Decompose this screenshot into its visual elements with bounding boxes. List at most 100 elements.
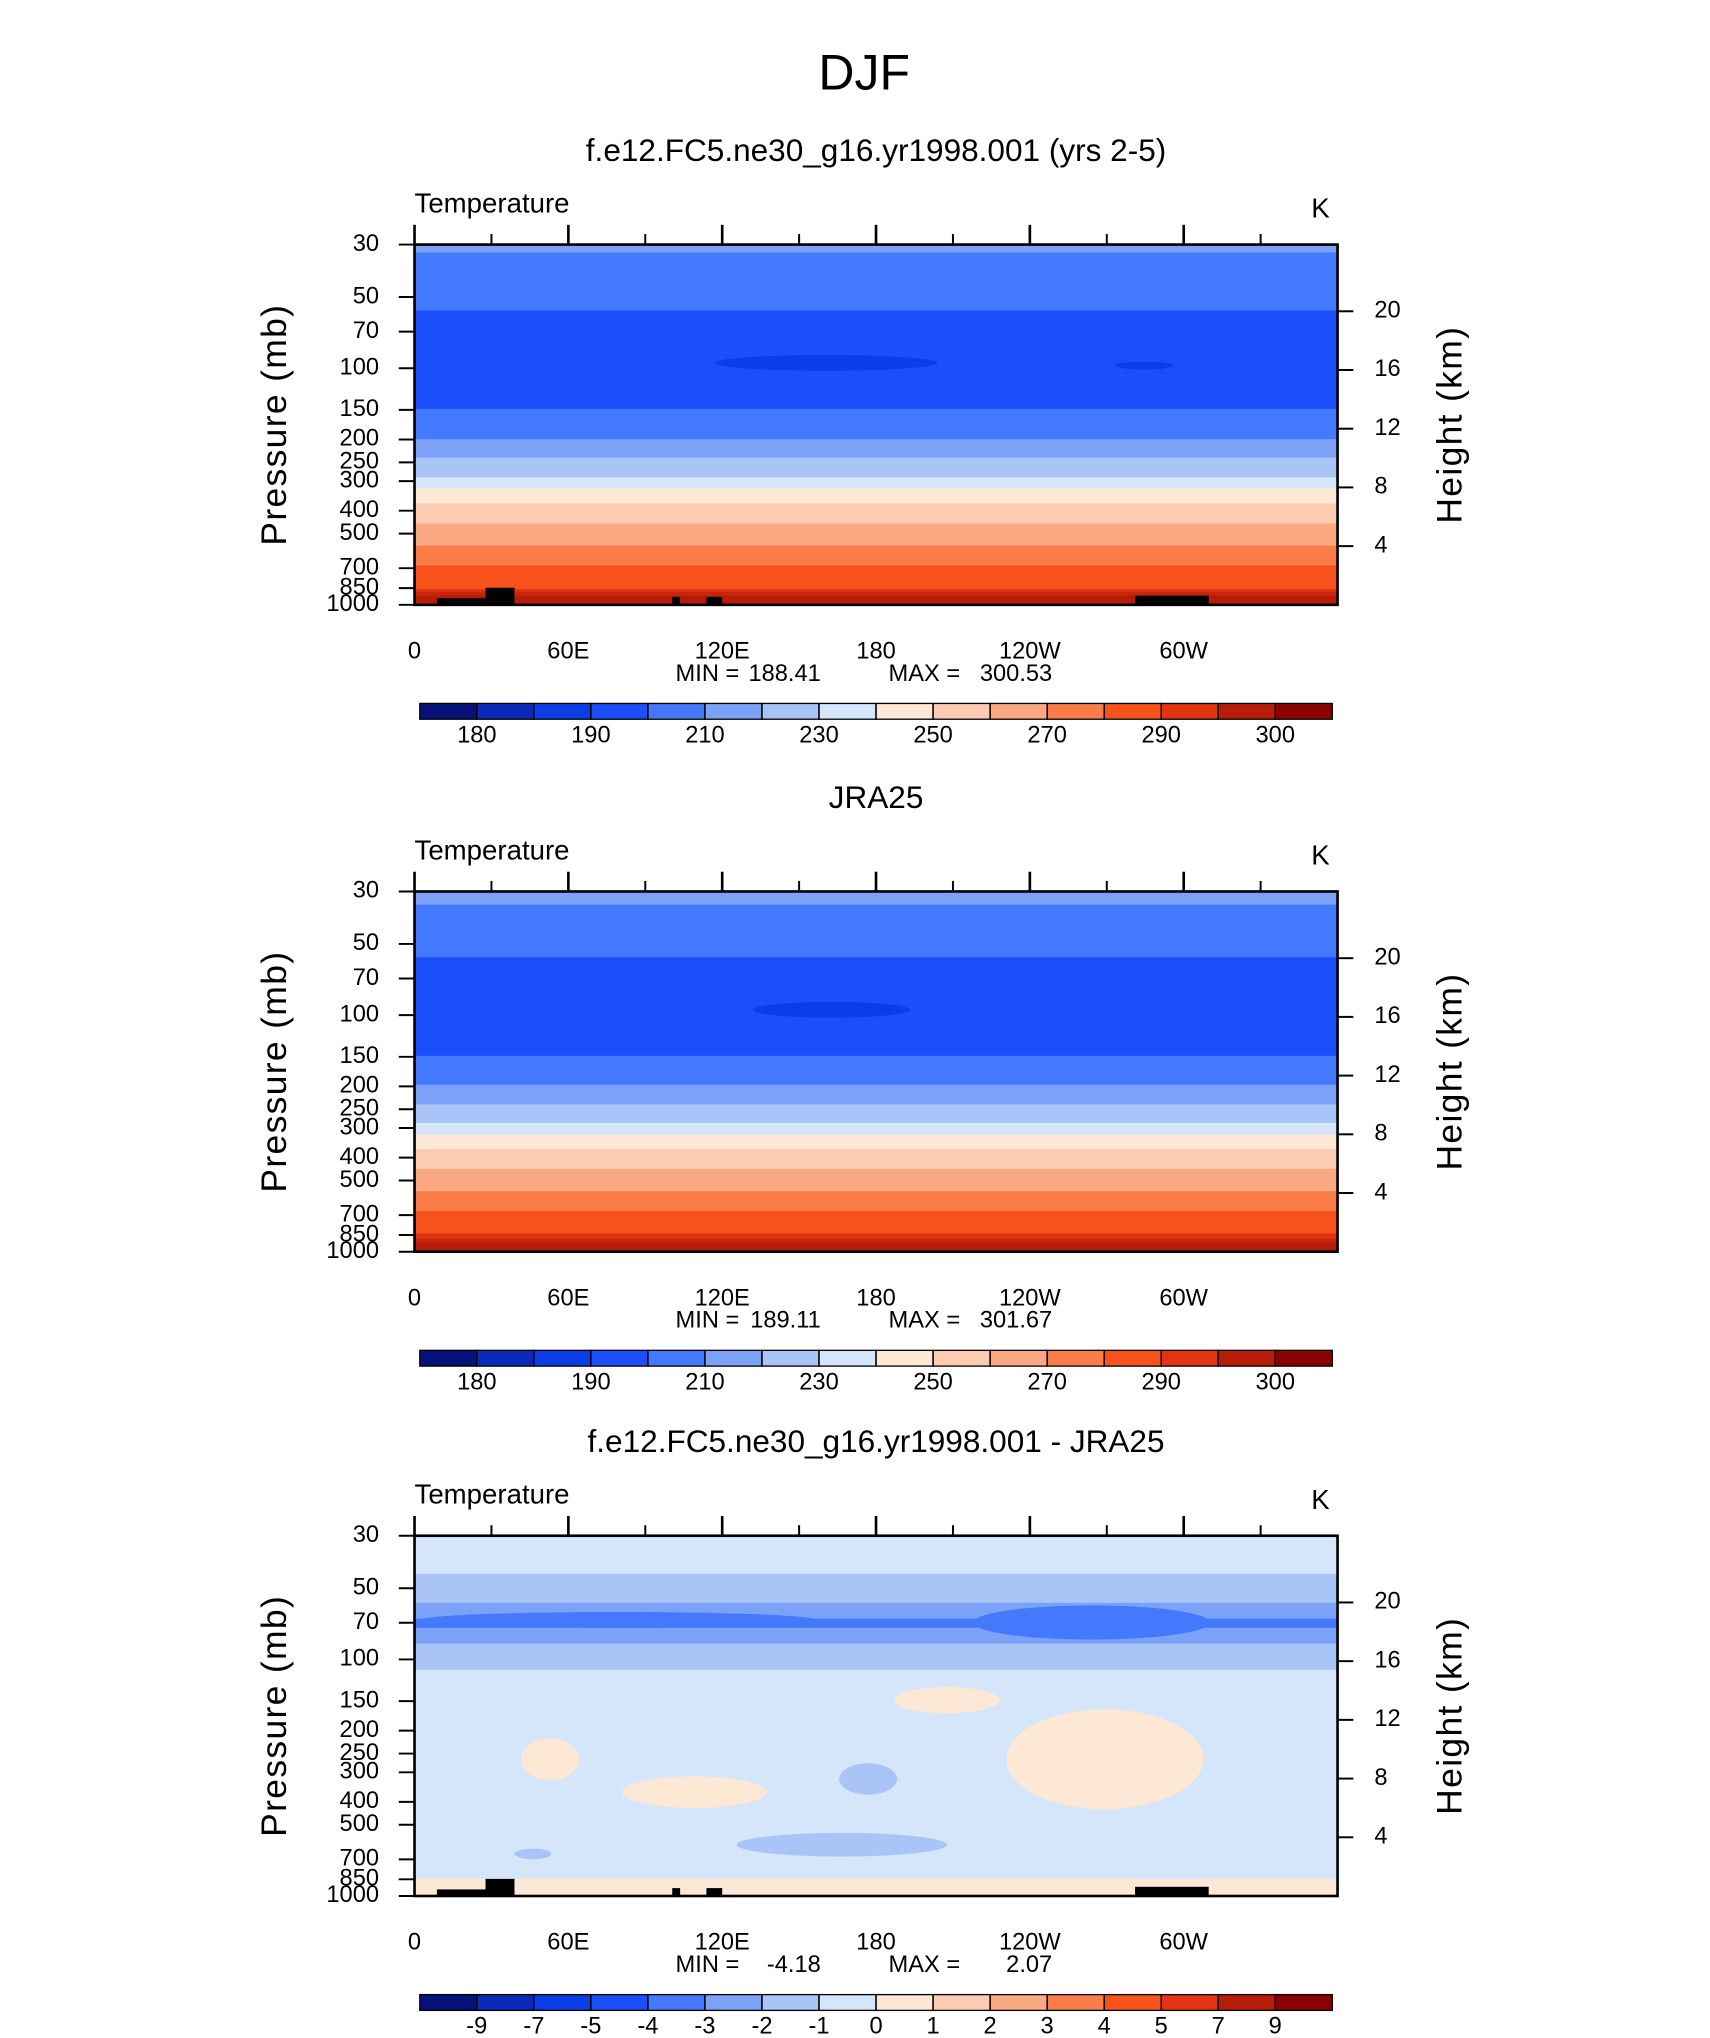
colorbar-box bbox=[1217, 702, 1276, 720]
y-tick-label: 850 bbox=[340, 1221, 379, 1247]
y2-tick-label: 16 bbox=[1374, 1647, 1400, 1673]
y2-tick-label: 20 bbox=[1374, 1589, 1400, 1615]
colorbar-box bbox=[647, 1349, 706, 1367]
x-tick-label: 180 bbox=[856, 638, 895, 664]
colorbar-box bbox=[1046, 702, 1105, 720]
x-tick-label: 60W bbox=[1159, 1285, 1208, 1311]
contour-band bbox=[414, 439, 1338, 459]
x-tick-label: 120W bbox=[999, 1930, 1061, 1956]
colorbar-box bbox=[875, 702, 934, 720]
colorbar-box bbox=[1160, 1993, 1219, 2012]
colorbar-box bbox=[704, 1993, 763, 2012]
y2-axis-label: Height (km) bbox=[1429, 973, 1469, 1171]
panel-title: f.e12.FC5.ne30_g16.yr1998.001 (yrs 2-5) bbox=[586, 132, 1166, 168]
max-label: MAX = bbox=[889, 661, 961, 687]
colorbar-box bbox=[875, 1349, 934, 1367]
y-tick-label: 30 bbox=[353, 1522, 379, 1548]
colorbar-label: 0 bbox=[869, 2014, 882, 2038]
colorbar-box bbox=[818, 1349, 877, 1367]
colorbar-label: 300 bbox=[1256, 1369, 1295, 1395]
contour-core bbox=[421, 1611, 816, 1628]
colorbar-label: 5 bbox=[1155, 2014, 1168, 2038]
x-tick-label: 180 bbox=[856, 1285, 895, 1311]
y-tick-label: 1000 bbox=[326, 1882, 379, 1908]
x-tick-label: 120E bbox=[695, 1930, 750, 1956]
colorbar-box bbox=[647, 702, 706, 720]
colorbar-label: 4 bbox=[1098, 2014, 1111, 2038]
contour-band bbox=[414, 1210, 1338, 1235]
contour-band bbox=[414, 1055, 1338, 1086]
contour-core bbox=[752, 1001, 911, 1018]
y-axis-label: Pressure (mb) bbox=[254, 304, 294, 546]
y-tick-label: 400 bbox=[340, 497, 379, 523]
y-tick-label: 50 bbox=[353, 930, 379, 956]
y2-tick-label: 4 bbox=[1374, 1824, 1387, 1850]
colorbar-box bbox=[989, 1349, 1048, 1367]
min-value: 189.11 bbox=[750, 1308, 821, 1334]
x-tick-label: 60E bbox=[547, 638, 589, 664]
right-string: K bbox=[1311, 840, 1330, 871]
x-tick-label: 120E bbox=[695, 638, 750, 664]
contour-band bbox=[414, 904, 1338, 958]
y-tick-label: 150 bbox=[340, 1043, 379, 1069]
left-string: Temperature bbox=[415, 1479, 570, 1510]
contour-band bbox=[414, 1122, 1338, 1136]
y2-tick-label: 12 bbox=[1374, 1062, 1400, 1088]
colorbar-box bbox=[932, 702, 991, 720]
y-tick-label: 700 bbox=[340, 1201, 379, 1227]
y-tick-label: 200 bbox=[340, 1717, 379, 1743]
contour-band bbox=[414, 1084, 1338, 1106]
x-tick-label: 60E bbox=[547, 1930, 589, 1956]
colorbar-box bbox=[1217, 1993, 1276, 2012]
y2-tick-label: 20 bbox=[1374, 944, 1400, 970]
min-value: 188.41 bbox=[748, 661, 820, 687]
y-tick-label: 500 bbox=[340, 520, 379, 546]
max-label: MAX = bbox=[889, 1308, 961, 1334]
contour-band bbox=[414, 503, 1338, 525]
y-tick-label: 500 bbox=[340, 1811, 379, 1837]
contour-band bbox=[414, 1104, 1338, 1124]
contour-core bbox=[1115, 361, 1174, 370]
colorbar-box bbox=[932, 1993, 991, 2012]
y-tick-label: 100 bbox=[340, 1001, 379, 1027]
contour-band bbox=[414, 1134, 1338, 1150]
min-value: -4.18 bbox=[767, 1952, 821, 1978]
colorbar-box bbox=[989, 702, 1048, 720]
left-string: Temperature bbox=[415, 187, 570, 218]
y2-tick-label: 8 bbox=[1374, 474, 1387, 500]
colorbar-label: 290 bbox=[1141, 1369, 1180, 1395]
panel-title: JRA25 bbox=[829, 779, 924, 815]
x-tick-label: 120W bbox=[999, 638, 1061, 664]
contour-patch bbox=[736, 1832, 948, 1857]
y-tick-label: 500 bbox=[340, 1167, 379, 1193]
max-value: 301.67 bbox=[980, 1308, 1052, 1334]
x-tick-label: 0 bbox=[408, 1930, 421, 1956]
colorbar-box bbox=[932, 1349, 991, 1367]
y2-tick-label: 4 bbox=[1374, 1179, 1387, 1205]
y2-tick-label: 8 bbox=[1374, 1121, 1387, 1147]
figure-title: DJF bbox=[818, 44, 910, 100]
topography bbox=[436, 598, 490, 605]
colorbar-box bbox=[1274, 702, 1333, 720]
colorbar-box bbox=[476, 1349, 535, 1367]
y2-axis-label: Height (km) bbox=[1429, 326, 1469, 524]
right-string: K bbox=[1311, 193, 1330, 224]
topography bbox=[1135, 1886, 1209, 1896]
y-tick-label: 200 bbox=[340, 1073, 379, 1099]
min-label: MIN = bbox=[676, 661, 740, 687]
colorbar-box bbox=[761, 1993, 820, 2012]
y-axis-label: Pressure (mb) bbox=[254, 951, 294, 1193]
topography bbox=[485, 587, 515, 605]
contour-band bbox=[414, 1191, 1338, 1212]
topography bbox=[706, 596, 723, 605]
right-string: K bbox=[1311, 1484, 1330, 1515]
colorbar-label: 210 bbox=[685, 723, 724, 749]
y-tick-label: 400 bbox=[340, 1788, 379, 1814]
contour-band bbox=[414, 1233, 1338, 1244]
y-tick-label: 300 bbox=[340, 1114, 379, 1140]
colorbar-label: 3 bbox=[1041, 2014, 1054, 2038]
topography bbox=[672, 596, 681, 605]
colorbar-box bbox=[1103, 1349, 1162, 1367]
y-tick-label: 1000 bbox=[326, 1238, 379, 1264]
y-tick-label: 700 bbox=[340, 554, 379, 580]
